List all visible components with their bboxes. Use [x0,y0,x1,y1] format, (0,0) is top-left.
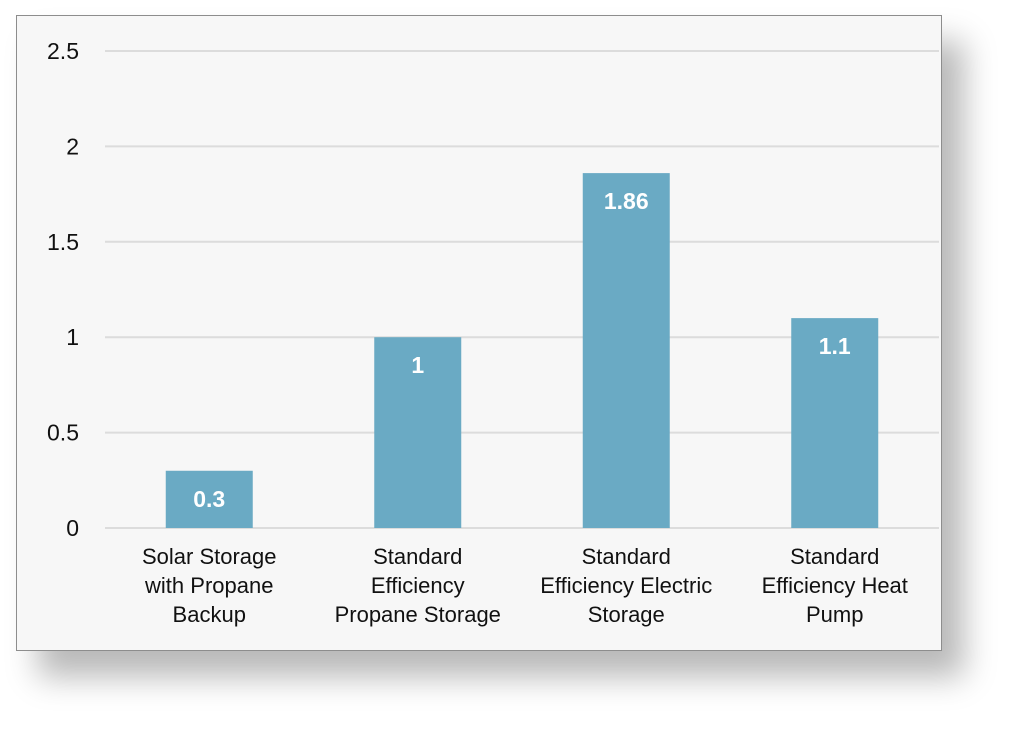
y-tick-label: 2.5 [47,38,79,64]
category-label: Standard Efficiency Electric Storage [540,544,712,627]
bars: 0.3 1 1.86 1.1 [165,173,879,528]
bar [791,318,879,528]
category-label-line: Efficiency Heat [762,573,908,598]
category-label: Standard Efficiency Heat Pump [762,544,908,627]
y-tick-label: 2 [66,133,79,159]
bar [374,337,462,528]
data-label: 1.1 [819,333,851,359]
bar [582,173,670,528]
y-tick-label: 1 [66,324,79,350]
category-label: Standard Efficiency Propane Storage [335,544,501,627]
bar [165,470,253,528]
y-axis: 0 0.5 1 1.5 2 2.5 [47,38,79,541]
bar-chart: 0 0.5 1 1.5 2 2.5 0.3 1 1.86 1.1 Solar Storage wi… [47,38,939,627]
data-label: 1 [411,352,424,378]
y-tick-label: 0.5 [47,420,79,446]
category-label-line: Pump [806,602,863,627]
category-label-line: Backup [173,602,246,627]
category-label-line: Propane Storage [335,602,501,627]
y-tick-label: 1.5 [47,229,79,255]
category-label-line: Efficiency [371,573,465,598]
category-label-line: Standard [790,544,879,569]
category-label-line: Standard [582,544,671,569]
category-label-line: Standard [373,544,462,569]
category-label-line: Storage [588,602,665,627]
data-label: 0.3 [193,486,225,512]
category-label: Solar Storage with Propane Backup [142,544,277,627]
data-label: 1.86 [604,188,649,214]
category-label-line: Solar Storage [142,544,277,569]
chart-frame: 0 0.5 1 1.5 2 2.5 0.3 1 1.86 1.1 Solar Storage wi… [16,15,942,651]
category-label-line: Efficiency Electric [540,573,712,598]
y-tick-label: 0 [66,515,79,541]
category-labels: Solar Storage with Propane Backup Standard E… [142,544,908,627]
category-label-line: with Propane [144,573,273,598]
